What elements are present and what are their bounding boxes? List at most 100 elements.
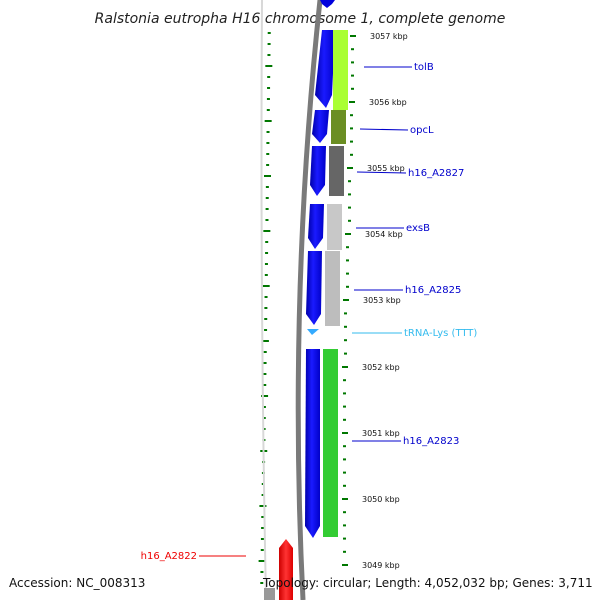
kbp-minor-tick [348,219,351,222]
inner-ring-arc [260,0,267,600]
gene-arrow-tolB[interactable] [315,30,335,108]
kbp-minor-tick [343,484,346,487]
gc-tick [263,351,267,353]
gc-tick [260,582,264,584]
gc-tick [267,43,271,45]
gc-tick [267,87,271,89]
kbp-minor-tick [344,325,347,328]
gene-arrow-h16_A2823[interactable] [305,349,320,538]
gc-tick [267,54,271,56]
gene-label-h16_A2825[interactable]: h16_A2825 [405,285,461,296]
kbp-minor-tick [343,511,346,514]
gene-arrow-opcL[interactable] [312,110,329,143]
gene-arrow-h16_A2822[interactable] [279,539,293,600]
kbp-minor-tick [344,352,347,355]
gc-tick [266,142,270,144]
forward-strand-genes [305,0,335,538]
kbp-minor-tick [343,392,346,395]
gene-label-h16_A2822[interactable]: h16_A2822 [141,551,197,562]
kbp-major-tick [345,233,351,235]
kbp-label: 3057 kbp [370,32,408,41]
kbp-label: 3055 kbp [367,164,405,173]
kbp-label: 3051 kbp [362,429,400,438]
cog-category-track [323,30,348,537]
cog-block-h16_A2823 [323,349,338,537]
kbp-minor-tick [343,445,346,448]
gene-arrow-exsB[interactable] [308,204,324,249]
kbp-major-tick [342,432,348,434]
kbp-minor-tick [344,339,347,342]
gene-arrow-h16_A2825[interactable] [306,251,322,325]
gene-label-leader [359,128,409,131]
cog-block-h16_A2825 [325,251,340,326]
gene-label-exsB[interactable]: exsB [406,223,430,234]
gene-label-opcL[interactable]: opcL [410,125,434,136]
kbp-minor-tick [350,114,353,117]
kbp-minor-tick [346,272,349,275]
cog-block-h16_A2827 [329,146,344,196]
gene-label-tRNA-Lys-TTT-[interactable]: tRNA-Lys (TTT) [404,328,477,339]
gc-tick [261,340,269,342]
accession-text: Accession: NC_008313 [9,576,146,590]
map-title: Ralstonia eutropha H16 chromosome 1, com… [95,11,506,27]
cog-block-opcL [331,110,346,144]
kbp-scale: 3057 kbp 3056 kbp 3055 kbp 3054 kbp 3053 kbp… [342,32,408,570]
gc-tick [264,296,268,298]
gene-label-h16_A2827[interactable]: h16_A2827 [408,168,464,179]
gc-tick [265,219,269,221]
cog-block-tolB [333,30,348,110]
backbone-arc [295,0,323,600]
gc-tick [260,549,264,551]
kbp-minor-tick [348,193,351,196]
gc-tick [264,307,268,309]
kbp-minor-tick [348,180,351,183]
kbp-minor-tick [343,418,346,421]
kbp-minor-tick [348,206,351,209]
kbp-minor-tick [343,537,346,540]
gc-tick [261,494,265,496]
gene-label-leader [356,171,407,174]
trna-arrow-tRNA-Lys[interactable] [307,329,319,335]
gc-tick [267,76,271,78]
cog-block-exsB [327,204,342,250]
gene-arrow-partial [320,0,335,8]
kbp-minor-tick [343,524,346,527]
gc-tick [260,571,264,573]
gc-tick [261,516,265,518]
gc-tick [264,175,271,177]
kbp-minor-tick [351,61,354,64]
gc-tick [262,406,266,408]
kbp-minor-tick [343,379,346,382]
kbp-label: 3050 kbp [362,495,400,504]
kbp-minor-tick [351,74,354,77]
gc-tick [265,186,269,188]
gc-tick [264,274,268,276]
topology-text: Topology: circular; Length: 4,052,032 bp… [263,576,593,590]
gc-tick [262,417,266,419]
gc-tick [258,560,266,562]
kbp-minor-tick [350,127,353,130]
gc-tick [262,285,270,287]
gc-tick [264,329,268,331]
kbp-label: 3054 kbp [365,230,403,239]
kbp-minor-tick [346,259,349,262]
gc-tick [264,263,268,265]
gc-tick [266,164,270,166]
gc-tick [266,98,270,100]
kbp-minor-tick [343,550,346,553]
gc-tick [265,208,269,210]
kbp-major-tick [347,167,353,169]
gc-tick [263,384,267,386]
kbp-major-tick [350,35,356,37]
gene-label-h16_A2823[interactable]: h16_A2823 [403,436,459,447]
gene-label-tolB[interactable]: tolB [414,62,434,73]
gc-tick [263,362,267,364]
gc-tick [265,241,269,243]
kbp-minor-tick [346,285,349,288]
kbp-major-tick [342,564,348,566]
gene-arrow-h16_A2827[interactable] [310,146,326,196]
kbp-minor-tick [351,48,354,51]
gc-tick [264,318,268,320]
kbp-minor-tick [350,140,353,143]
